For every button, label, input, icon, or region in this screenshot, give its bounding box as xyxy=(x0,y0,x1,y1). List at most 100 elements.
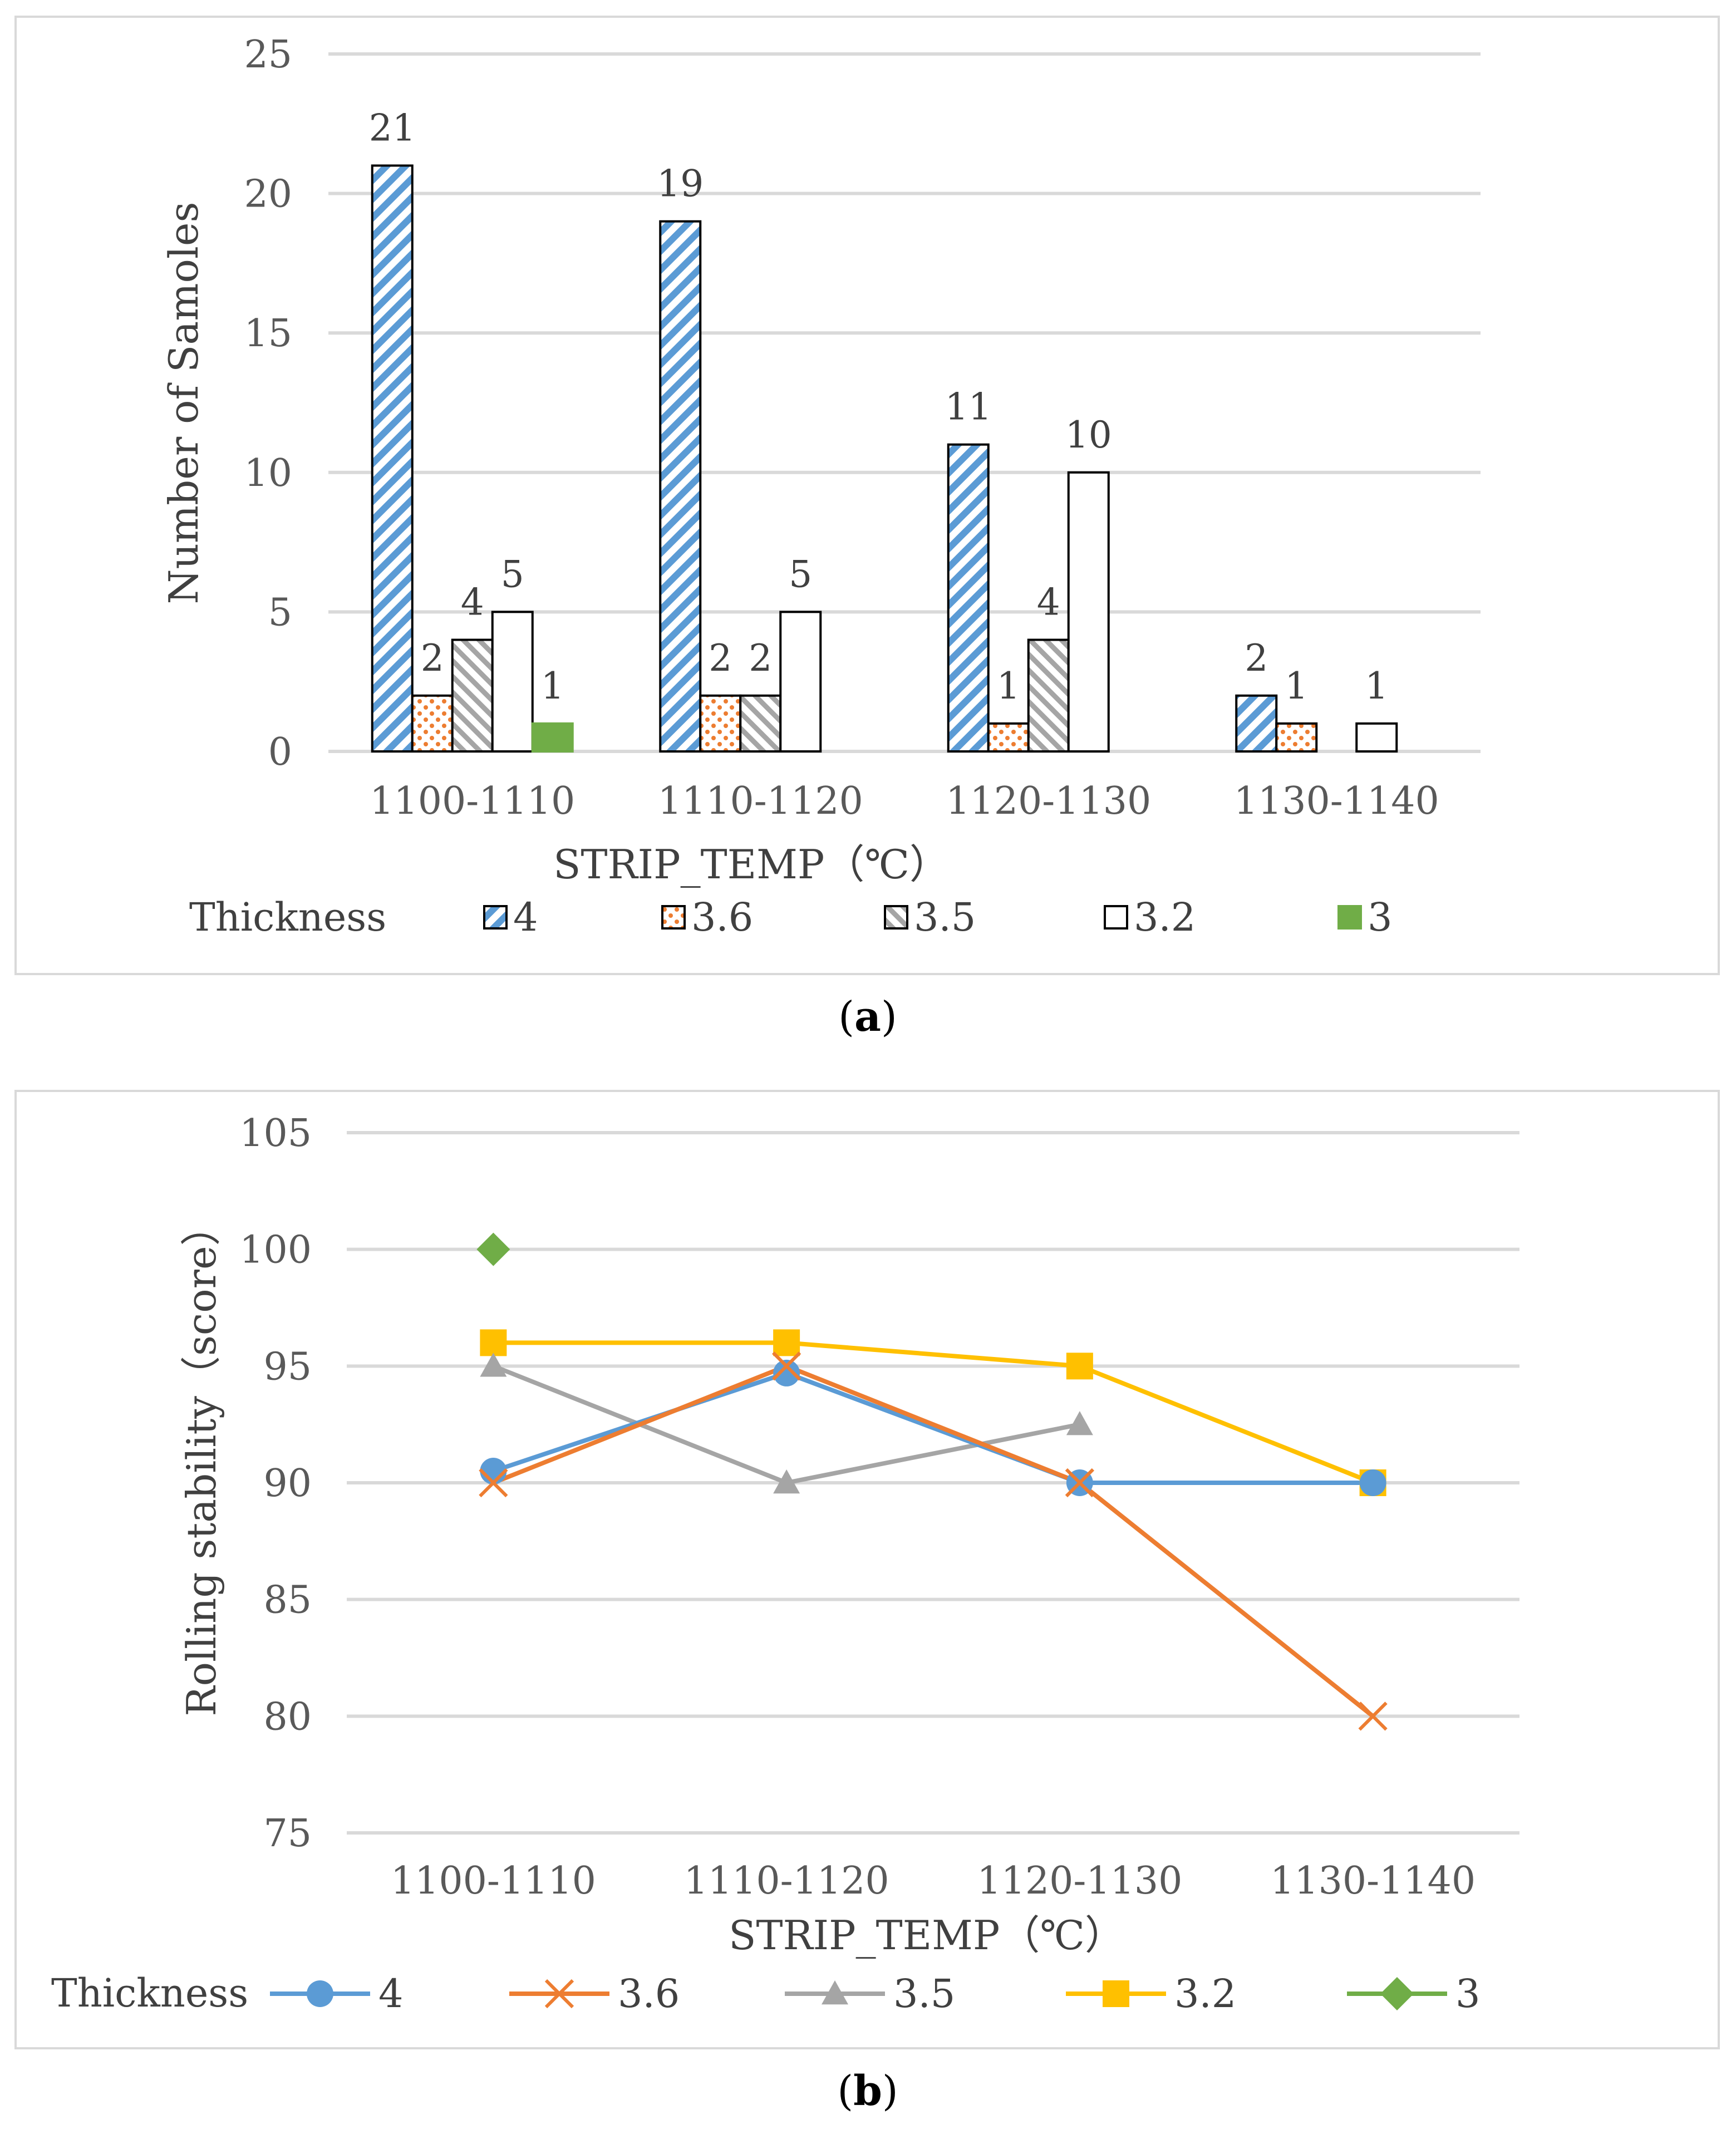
data-label-thickness-3-1100-1110: 1 xyxy=(541,665,564,707)
legend-label-thickness-3_6: 3.6 xyxy=(618,1971,680,2017)
point-thickness-3_5-1120-1130 xyxy=(1066,1411,1093,1435)
point-thickness-3_2-1110-1120 xyxy=(773,1329,800,1356)
data-label-thickness-4-1110-1120: 19 xyxy=(657,163,704,205)
legend-marker-thickness-4 xyxy=(307,1980,333,2007)
panel-a-y-tick: 15 xyxy=(244,312,292,356)
legend-swatch-thickness-4 xyxy=(483,905,508,930)
panel-a-caption: (a) xyxy=(838,993,897,1041)
panel-b-y-tick: 95 xyxy=(263,1345,312,1389)
panel-a-x-tick-1110-1120: 1110-1120 xyxy=(658,779,863,823)
panel-b-y-tick: 100 xyxy=(239,1228,312,1272)
panel-a-y-tick: 20 xyxy=(244,173,292,217)
bar-thickness-3_2-1120-1130 xyxy=(1067,471,1110,753)
legend-marker-thickness-3_6 xyxy=(544,1979,574,2009)
panel-b: 75 80 85 90 95 100 105 1100-1110 1110-1120 1120-… xyxy=(14,1090,1720,2049)
panel-a-y-axis-title: Number of Samoles xyxy=(160,202,207,604)
point-thickness-3_5-1110-1120 xyxy=(773,1469,800,1494)
data-label-thickness-3_5-1100-1110: 4 xyxy=(461,581,484,624)
bar-thickness-3_5-1100-1110 xyxy=(451,638,494,753)
legend-label-thickness-4: 4 xyxy=(378,1971,404,2017)
legend-swatch-thickness-3 xyxy=(1337,905,1362,930)
panel-a-y-tick-labels: 0 5 10 15 20 25 xyxy=(244,33,292,774)
data-label-thickness-3_6-1130-1140: 1 xyxy=(1285,665,1308,707)
point-thickness-3_6-1130-1140 xyxy=(1358,1702,1388,1731)
panel-b-x-tick-1120-1130: 1120-1130 xyxy=(977,1859,1182,1903)
point-thickness-3_5-1100-1110 xyxy=(480,1353,507,1377)
panel-a-x-axis-title: STRIP_TEMP（℃） xyxy=(553,841,950,888)
panel-b-y-tick: 90 xyxy=(263,1462,312,1506)
panel-a-y-tick: 0 xyxy=(268,730,292,774)
data-label-thickness-4-1120-1130: 11 xyxy=(945,386,992,429)
point-thickness-3_2-1120-1130 xyxy=(1066,1353,1093,1380)
legend-marker-thickness-3 xyxy=(1380,1977,1414,2010)
panel-a-y-tick: 5 xyxy=(268,591,292,635)
panel-a-legend: Thickness 4 3.6 3.5 3.2 3 xyxy=(189,894,1393,940)
data-label-thickness-3_6-1110-1120: 2 xyxy=(709,637,732,680)
legend-marker-thickness-3_5 xyxy=(822,1980,848,2005)
panel-b-y-tick: 80 xyxy=(263,1695,312,1739)
panel-a-legend-title: Thickness xyxy=(189,894,386,940)
legend-swatch-thickness-3_2 xyxy=(1104,905,1128,930)
line-thickness-3_2 xyxy=(493,1340,1374,1485)
panel-a-caption-close: ) xyxy=(881,993,897,1041)
panel-b-y-tick: 85 xyxy=(263,1579,312,1622)
panel-a-caption-letter: a xyxy=(854,993,881,1041)
panel-b-x-tick-1110-1120: 1110-1120 xyxy=(684,1859,889,1903)
legend-label-thickness-4: 4 xyxy=(513,894,538,940)
legend-label-thickness-3_2: 3.2 xyxy=(1174,1971,1236,2017)
panel-b-y-tick: 75 xyxy=(263,1812,312,1856)
bar-thickness-3_2-1130-1140 xyxy=(1355,722,1398,753)
point-thickness-3_6-1100-1110 xyxy=(479,1468,508,1498)
bar-thickness-3_2-1100-1110 xyxy=(491,611,534,753)
bar-thickness-4-1130-1140 xyxy=(1235,694,1278,753)
panel-b-legend: Thickness 4 3.6 3.5 3.2 3 xyxy=(51,1970,1481,2017)
bar-thickness-3-1100-1110 xyxy=(531,722,574,753)
point-thickness-3_6-1120-1130 xyxy=(1065,1468,1095,1498)
bar-thickness-4-1100-1110 xyxy=(371,164,414,753)
point-thickness-4-1130-1140 xyxy=(1359,1469,1386,1496)
legend-marker-thickness-3_2 xyxy=(1103,1980,1129,2007)
data-label-thickness-3_6-1120-1130: 1 xyxy=(997,665,1020,707)
data-label-thickness-3_2-1120-1130: 10 xyxy=(1065,414,1112,456)
panel-b-x-tick-labels: 1100-1110 1110-1120 1120-1130 1130-1140 xyxy=(391,1859,1476,1903)
legend-label-thickness-3_5: 3.5 xyxy=(914,894,976,940)
panel-a-y-tick: 25 xyxy=(244,33,292,77)
point-thickness-4-1110-1120 xyxy=(773,1359,800,1386)
data-label-thickness-4-1100-1110: 21 xyxy=(369,106,416,149)
data-label-thickness-3_5-1110-1120: 2 xyxy=(749,637,772,680)
line-thickness-3_6 xyxy=(492,1364,1375,1718)
bar-thickness-3_5-1110-1120 xyxy=(739,694,782,753)
data-label-thickness-3_2-1100-1110: 5 xyxy=(501,553,524,596)
legend-label-thickness-3_5: 3.5 xyxy=(893,1971,955,2017)
bar-thickness-3_5-1120-1130 xyxy=(1027,638,1070,753)
panel-b-y-tick: 105 xyxy=(239,1112,312,1155)
panel-b-caption-letter: b xyxy=(853,2067,882,2115)
bar-thickness-4-1120-1130 xyxy=(947,443,990,753)
panel-b-x-axis-title: STRIP_TEMP（℃） xyxy=(729,1912,1125,1959)
bar-thickness-3_2-1110-1120 xyxy=(779,611,822,753)
point-thickness-3_6-1110-1120 xyxy=(772,1351,801,1381)
panel-a-caption-open: ( xyxy=(838,993,854,1041)
bar-thickness-3_6-1120-1130 xyxy=(987,722,1030,753)
bar-thickness-3_6-1110-1120 xyxy=(699,694,742,753)
panel-b-series-lines xyxy=(492,1340,1375,1718)
panel-b-caption-close: ) xyxy=(882,2067,898,2115)
data-label-thickness-3_2-1110-1120: 5 xyxy=(789,553,812,596)
bar-thickness-3_6-1130-1140 xyxy=(1275,722,1318,753)
panel-a-bars xyxy=(371,164,1398,753)
panel-b-legend-title: Thickness xyxy=(51,1970,248,2016)
panel-a-x-tick-labels: 1100-1110 1110-1120 1120-1130 1130-1140 xyxy=(370,779,1439,823)
data-label-thickness-4-1130-1140: 2 xyxy=(1245,637,1268,680)
bar-thickness-3_6-1100-1110 xyxy=(411,694,454,753)
panel-a-frame xyxy=(14,16,1720,975)
panel-a-y-tick: 10 xyxy=(244,451,292,495)
panel-a-x-tick-1120-1130: 1120-1130 xyxy=(946,779,1151,823)
legend-swatch-thickness-3_5 xyxy=(884,905,908,930)
panel-b-y-tick-labels: 75 80 85 90 95 100 105 xyxy=(239,1112,312,1856)
panel-b-x-tick-1130-1140: 1130-1140 xyxy=(1270,1859,1476,1903)
panel-b-gridlines xyxy=(347,1131,1519,1835)
data-label-thickness-3_2-1130-1140: 1 xyxy=(1365,665,1388,707)
